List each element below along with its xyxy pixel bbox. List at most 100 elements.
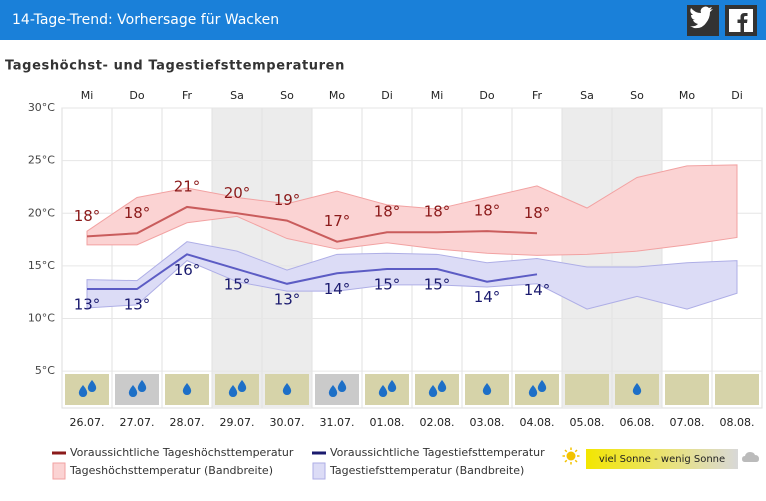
day-label: Di: [731, 89, 743, 102]
y-tick-label: 25°C: [28, 154, 55, 167]
day-label: Mi: [81, 89, 94, 102]
sun-ray: [574, 459, 578, 463]
facebook-button[interactable]: [725, 5, 757, 36]
day-label: Do: [479, 89, 494, 102]
value-label: 15°: [224, 276, 251, 294]
range-band: [86, 164, 738, 256]
value-label: 18°: [124, 204, 151, 222]
day-label: Di: [381, 89, 393, 102]
rain-drop: [428, 385, 438, 397]
rain-drop: [437, 380, 447, 392]
day-label: Sa: [230, 89, 244, 102]
date-label: 05.08.: [570, 416, 605, 429]
value-label: 14°: [474, 288, 501, 306]
rain-drop: [378, 385, 388, 397]
sun-ray: [574, 449, 578, 453]
weather-box: [515, 374, 559, 405]
date-label: 02.08.: [420, 416, 455, 429]
weekend-shade: [262, 108, 312, 408]
weekend-shade: [612, 108, 662, 408]
rain-drop: [182, 383, 192, 395]
date-label: 08.08.: [720, 416, 755, 429]
date-label: 03.08.: [470, 416, 505, 429]
value-label: 13°: [124, 296, 151, 314]
rain-drop: [128, 385, 138, 397]
date-label: 27.07.: [120, 416, 155, 429]
cloud-icon: [742, 452, 759, 462]
sun-core: [566, 451, 576, 461]
sun-icon: [562, 447, 580, 465]
day-label: Do: [129, 89, 144, 102]
rain-drop: [528, 385, 538, 397]
sun-ray: [564, 449, 568, 453]
legend-label: Tagestiefsttemperatur (Bandbreite): [329, 464, 524, 477]
facebook-icon[interactable]: [737, 13, 748, 32]
day-label: Mo: [329, 89, 345, 102]
rain-drop: [387, 380, 397, 392]
legend-label: Voraussichtliche Tageshöchsttemperatur: [70, 446, 294, 459]
rain-drop: [537, 380, 547, 392]
day-label: So: [630, 89, 644, 102]
y-tick-label: 10°C: [28, 312, 55, 325]
weather-box: [65, 374, 109, 405]
rain-drop: [228, 385, 238, 397]
legend-label: Tageshöchsttemperatur (Bandbreite): [69, 464, 273, 477]
temperature-line: [87, 253, 538, 291]
legend-swatch: [312, 462, 326, 480]
value-label: 20°: [224, 184, 251, 202]
weather-box: [365, 374, 409, 405]
rain-drop: [137, 380, 147, 392]
weekend-shade: [562, 108, 612, 408]
rain-drop: [78, 385, 88, 397]
y-tick-label: 15°C: [28, 259, 55, 272]
date-label: 01.08.: [370, 416, 405, 429]
rain-drop: [328, 385, 338, 397]
value-label: 14°: [324, 280, 351, 298]
value-label: 17°: [324, 212, 351, 230]
weather-box: [315, 374, 359, 405]
rain-drop: [632, 383, 642, 395]
value-label: 13°: [74, 296, 101, 314]
rain-drop: [237, 380, 247, 392]
value-label: 16°: [174, 261, 201, 279]
y-tick-label: 20°C: [28, 206, 55, 219]
value-label: 18°: [374, 203, 401, 221]
date-label: 26.07.: [70, 416, 105, 429]
weather-box: [565, 374, 609, 405]
sunshine-scale: [586, 449, 738, 469]
sun-ray: [564, 459, 568, 463]
day-label: Mi: [431, 89, 444, 102]
twitter-icon[interactable]: [690, 6, 713, 29]
date-label: 07.08.: [670, 416, 705, 429]
rain-drop: [337, 380, 347, 392]
date-label: 29.07.: [220, 416, 255, 429]
weather-box: [115, 374, 159, 405]
weather-box: [415, 374, 459, 405]
day-label: So: [280, 89, 294, 102]
date-label: 06.08.: [620, 416, 655, 429]
date-label: 31.07.: [320, 416, 355, 429]
legend-label: Voraussichtliche Tagestiefsttemperatur: [330, 446, 545, 459]
range-band: [86, 241, 738, 310]
value-label: 21°: [174, 177, 201, 195]
value-label: 15°: [424, 276, 451, 294]
twitter-button[interactable]: [687, 5, 719, 36]
day-label: Fr: [182, 89, 193, 102]
weather-box: [215, 374, 259, 405]
value-label: 19°: [274, 191, 301, 209]
day-label: Fr: [532, 89, 543, 102]
sunshine-label: viel Sonne - wenig Sonne: [599, 454, 725, 465]
value-label: 18°: [524, 204, 551, 222]
rain-drop: [482, 383, 492, 395]
weather-box: [715, 374, 759, 405]
legend-swatch: [52, 462, 66, 480]
header-title: 14-Tage-Trend: Vorhersage für Wacken: [12, 12, 279, 28]
header-bar: [0, 0, 766, 40]
value-label: 14°: [524, 281, 551, 299]
value-label: 18°: [74, 207, 101, 225]
value-label: 15°: [374, 276, 401, 294]
date-label: 04.08.: [520, 416, 555, 429]
rain-drop: [282, 383, 292, 395]
y-tick-label: 30°C: [28, 101, 55, 114]
